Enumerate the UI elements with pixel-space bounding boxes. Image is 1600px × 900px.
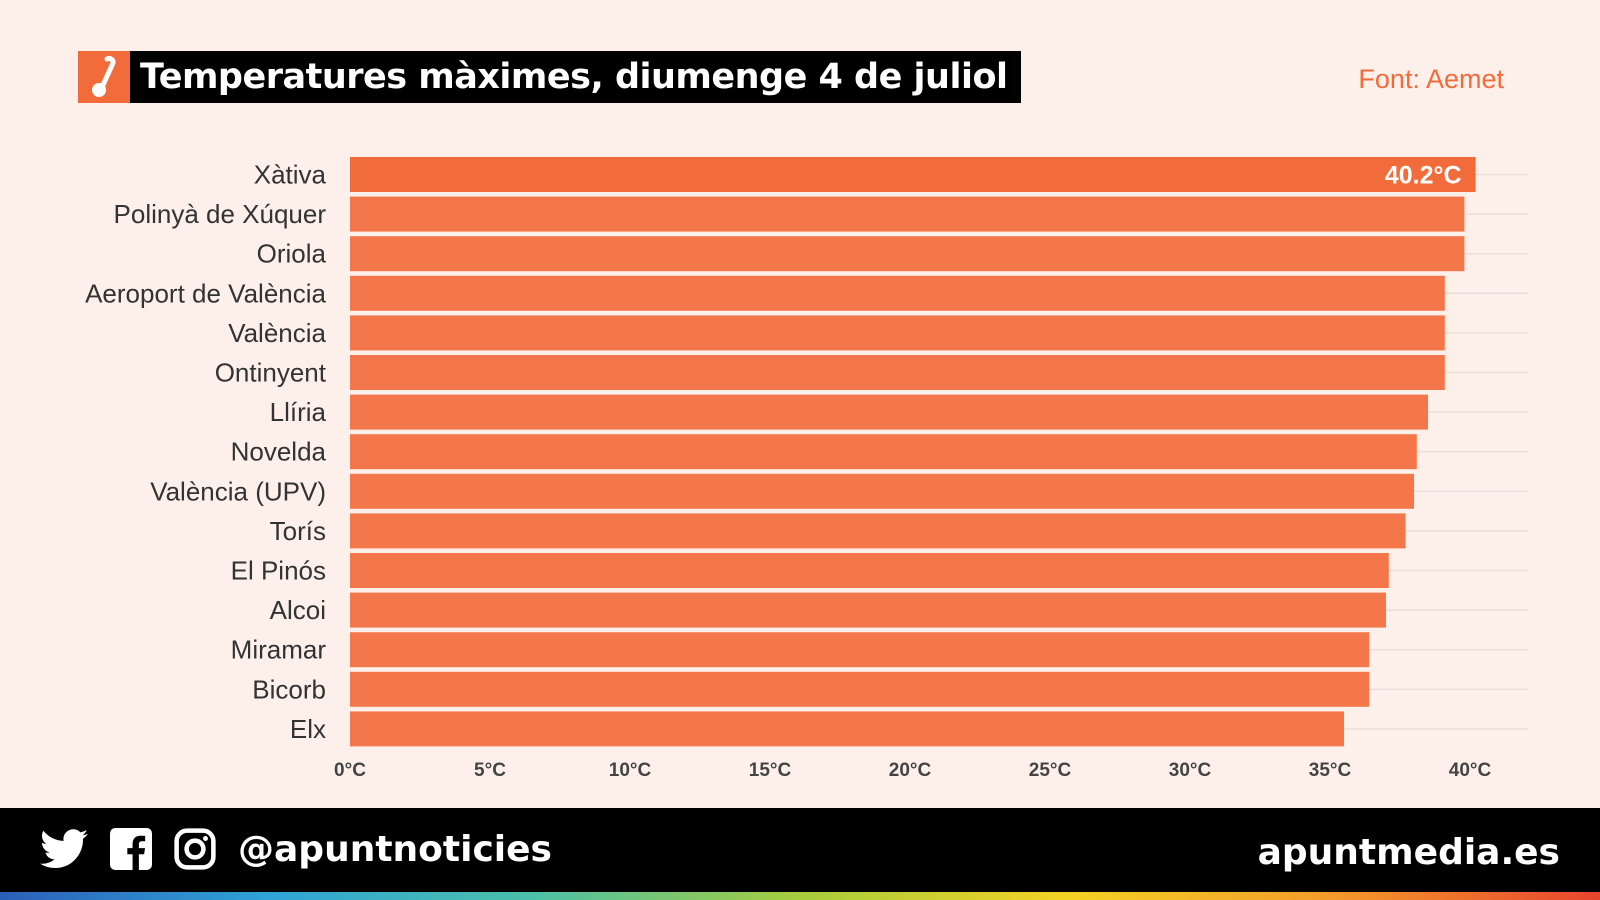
instagram-icon[interactable] [174, 828, 216, 870]
category-label: Polinyà de Xúquer [114, 199, 327, 229]
category-label: El Pinós [231, 556, 326, 586]
source-label: Font: Aemet [1358, 64, 1504, 94]
bar-7 [350, 434, 1417, 470]
tick-label: 10°C [609, 760, 652, 781]
category-label: València (UPV) [150, 476, 326, 506]
bar-11 [350, 592, 1386, 628]
bar-9 [350, 513, 1406, 549]
bar-6 [350, 394, 1428, 430]
chart-title-box: Temperatures màximes, diumenge 4 de juli… [78, 51, 1022, 103]
category-label: Bicorb [252, 674, 326, 704]
tick-label: 20°C [889, 760, 932, 781]
bar-13 [350, 671, 1370, 707]
category-label: Alcoi [270, 595, 326, 625]
category-label: Xàtiva [254, 160, 327, 190]
thermometer-icon [78, 51, 130, 103]
tick-label: 30°C [1169, 760, 1212, 781]
bar-12 [350, 632, 1370, 668]
tick-label: 15°C [749, 760, 792, 781]
category-label: Aeroport de València [85, 278, 326, 308]
rainbow-strip [0, 892, 1600, 900]
category-label: Torís [270, 516, 326, 546]
category-label: Ontinyent [215, 358, 327, 388]
category-label: Elx [290, 714, 326, 744]
bar-10 [350, 553, 1389, 588]
chart-title: Temperatures màximes, diumenge 4 de juli… [140, 57, 1008, 97]
bar-1 [350, 196, 1465, 232]
bar-0 [350, 157, 1476, 192]
bar-4 [350, 315, 1445, 351]
data-label: 40.2°C [1385, 162, 1462, 190]
facebook-icon[interactable] [110, 828, 152, 870]
category-label: Llíria [270, 397, 327, 427]
social-handle[interactable]: @apuntnoticies [238, 828, 552, 870]
category-label: Miramar [231, 635, 327, 665]
category-label: Oriola [257, 239, 327, 269]
tick-label: 0°C [334, 760, 366, 781]
tick-label: 35°C [1309, 760, 1352, 781]
bar-3 [350, 275, 1445, 311]
website-link[interactable]: apuntmedia.es [1257, 832, 1560, 873]
tick-label: 40°C [1449, 760, 1492, 781]
bar-2 [350, 236, 1465, 272]
category-label: Novelda [231, 437, 327, 467]
twitter-icon[interactable] [40, 829, 88, 869]
bar-8 [350, 473, 1414, 509]
bar-chart: Xàtiva Polinyà de Xúquer Oriola Aeroport de… [85, 157, 1528, 781]
bar-14 [350, 711, 1344, 747]
bar-5 [350, 355, 1445, 390]
footer: @apuntnoticies apuntmedia.es [0, 808, 1600, 900]
tick-label: 5°C [474, 760, 506, 781]
category-label: València [228, 318, 326, 348]
tick-label: 25°C [1029, 760, 1072, 781]
